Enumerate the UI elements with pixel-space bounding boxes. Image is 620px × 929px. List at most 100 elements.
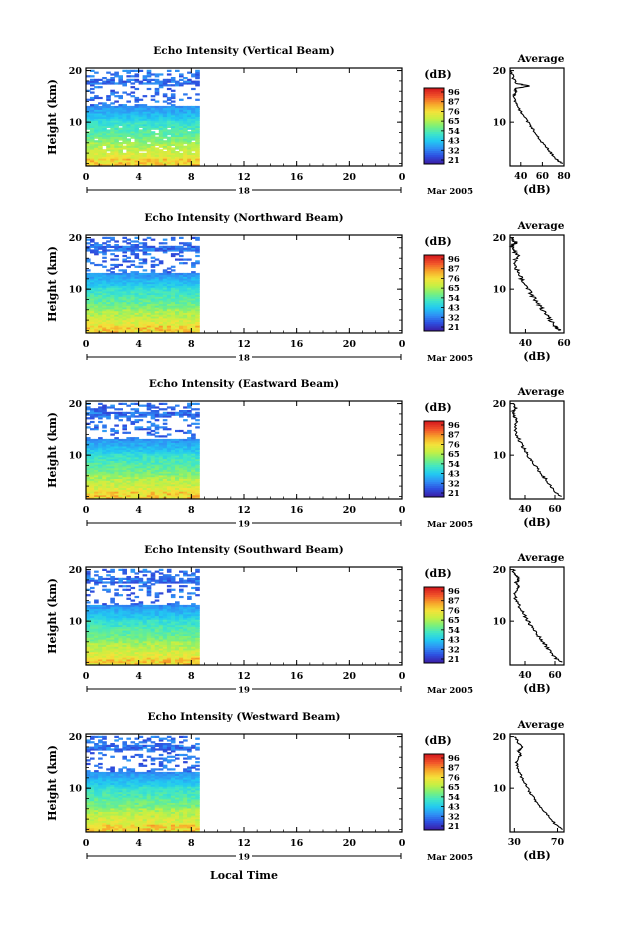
profile-y-tick-label: 10 bbox=[493, 118, 507, 129]
colorbar-tick-label: 54 bbox=[448, 793, 460, 803]
colorbar-tick-label: 21 bbox=[448, 489, 460, 499]
profile-y-tick-label: 10 bbox=[493, 617, 507, 628]
profile-y-tick-label: 20 bbox=[493, 233, 507, 244]
y-axis-label: Height (km) bbox=[46, 745, 59, 821]
x-tick-label: 0 bbox=[83, 505, 90, 516]
x-tick-label: 16 bbox=[290, 505, 304, 516]
x-tick-label: 0 bbox=[83, 838, 90, 849]
profile-line bbox=[510, 403, 562, 497]
colorbar-tick-label: 21 bbox=[448, 655, 460, 665]
heatmap-cells bbox=[86, 735, 200, 832]
panel-title: Echo Intensity (Westward Beam) bbox=[147, 711, 340, 723]
month-label: Mar 2005 bbox=[427, 686, 473, 696]
x-tick-label: 0 bbox=[83, 339, 90, 350]
colorbar-tick-label: 21 bbox=[448, 822, 460, 832]
colorbar-tick-label: 43 bbox=[448, 803, 460, 813]
profile-title: Average bbox=[517, 719, 565, 731]
average-profile: Average 20 10 40 60(dB) bbox=[493, 386, 565, 529]
colorbar-tick-label: 65 bbox=[448, 450, 460, 460]
x-tick-label: 20 bbox=[343, 172, 357, 183]
x-tick-label: 0 bbox=[399, 505, 406, 516]
profile-x-tick-label: 40 bbox=[518, 504, 532, 515]
profile-x-tick-label: 40 bbox=[518, 670, 532, 681]
colorbar-tick-label: 43 bbox=[448, 137, 460, 147]
month-label: Mar 2005 bbox=[427, 520, 473, 530]
colorbar-tick-label: 32 bbox=[448, 146, 460, 156]
date-label: 19 bbox=[238, 686, 250, 696]
profile-y-tick-label: 20 bbox=[493, 399, 507, 410]
heatmap-cells bbox=[86, 568, 200, 665]
profile-title: Average bbox=[517, 552, 565, 564]
x-tick-label: 20 bbox=[343, 838, 357, 849]
colorbar-tick-label: 54 bbox=[448, 127, 460, 137]
profile-y-tick-label: 10 bbox=[493, 784, 507, 795]
colorbar-unit: (dB) bbox=[424, 567, 451, 580]
month-label: Mar 2005 bbox=[427, 354, 473, 364]
profile-x-tick-label: 60 bbox=[548, 504, 562, 515]
x-tick-label: 4 bbox=[135, 671, 142, 682]
x-tick-label: 8 bbox=[188, 838, 195, 849]
profile-xlabel: (dB) bbox=[523, 849, 550, 862]
heatmap-cells bbox=[86, 69, 200, 166]
x-tick-label: 4 bbox=[135, 339, 142, 350]
x-tick-label: 20 bbox=[343, 671, 357, 682]
panel-4: Echo Intensity (Westward Beam) 20 10 0 4 8 12 1… bbox=[46, 711, 565, 863]
colorbar-tick-label: 76 bbox=[448, 606, 460, 616]
x-tick-label: 4 bbox=[135, 838, 142, 849]
colorbar-tick-label: 65 bbox=[448, 284, 460, 294]
colorbar-tick-label: 65 bbox=[448, 783, 460, 793]
colorbar-tick-label: 54 bbox=[448, 460, 460, 470]
x-tick-label: 12 bbox=[237, 172, 250, 183]
x-tick-label: 0 bbox=[399, 838, 406, 849]
colorbar-tick-label: 32 bbox=[448, 313, 460, 323]
average-profile: Average 20 10 40 60(dB) bbox=[493, 552, 565, 695]
x-tick-label: 8 bbox=[188, 172, 195, 183]
month-label: Mar 2005 bbox=[427, 853, 473, 863]
profile-x-tick-label: 30 bbox=[508, 837, 522, 848]
heatmap-cells bbox=[86, 402, 200, 499]
profile-line bbox=[514, 736, 563, 830]
profile-line bbox=[508, 237, 562, 331]
panel-title: Echo Intensity (Vertical Beam) bbox=[153, 45, 334, 57]
heatmap-plot: 20 10 0 4 8 12 16 20 0 Height (km) 19 Mar 2005 bbox=[46, 399, 473, 530]
x-tick-label: 8 bbox=[188, 339, 195, 350]
date-label: 19 bbox=[238, 853, 250, 863]
profile-title: Average bbox=[517, 386, 565, 398]
x-tick-label: 8 bbox=[188, 671, 195, 682]
colorbar-tick-label: 87 bbox=[448, 597, 460, 607]
colorbar-tick-label: 43 bbox=[448, 470, 460, 480]
month-label: Mar 2005 bbox=[427, 187, 473, 197]
colorbar-tick-label: 65 bbox=[448, 117, 460, 127]
y-tick-label: 20 bbox=[69, 565, 83, 576]
y-tick-label: 10 bbox=[69, 285, 83, 296]
colorbar-tick-label: 32 bbox=[448, 479, 460, 489]
panel-title: Echo Intensity (Eastward Beam) bbox=[149, 378, 339, 390]
x-tick-label: 4 bbox=[135, 505, 142, 516]
colorbar-tick-label: 43 bbox=[448, 636, 460, 646]
x-tick-label: 16 bbox=[290, 838, 304, 849]
average-profile: Average 20 10 40 60 80 (dB) bbox=[493, 53, 571, 196]
x-tick-label: 8 bbox=[188, 505, 195, 516]
x-tick-label: 0 bbox=[399, 172, 406, 183]
panel-3: Echo Intensity (Southward Beam) 20 10 0 4 8 12… bbox=[46, 544, 565, 696]
x-tick-label: 4 bbox=[135, 172, 142, 183]
panel-title: Echo Intensity (Northward Beam) bbox=[144, 212, 343, 224]
x-tick-label: 16 bbox=[290, 172, 304, 183]
profile-x-tick-label: 40 bbox=[519, 338, 533, 349]
colorbar-tick-label: 96 bbox=[448, 587, 460, 597]
colorbar-tick-label: 54 bbox=[448, 294, 460, 304]
colorbar-tick-label: 87 bbox=[448, 98, 460, 108]
profile-y-tick-label: 10 bbox=[493, 285, 507, 296]
x-tick-label: 12 bbox=[237, 838, 250, 849]
x-axis-label: Local Time bbox=[210, 869, 278, 882]
x-tick-label: 16 bbox=[290, 671, 304, 682]
x-tick-label: 12 bbox=[237, 671, 250, 682]
y-tick-label: 20 bbox=[69, 732, 83, 743]
profile-x-tick-label: 40 bbox=[514, 171, 528, 182]
profile-y-tick-label: 10 bbox=[493, 451, 507, 462]
colorbar-tick-label: 76 bbox=[448, 274, 460, 284]
heatmap-plot: 20 10 0 4 8 12 16 20 0 Height (km) 18 Mar 2005 bbox=[46, 66, 473, 197]
